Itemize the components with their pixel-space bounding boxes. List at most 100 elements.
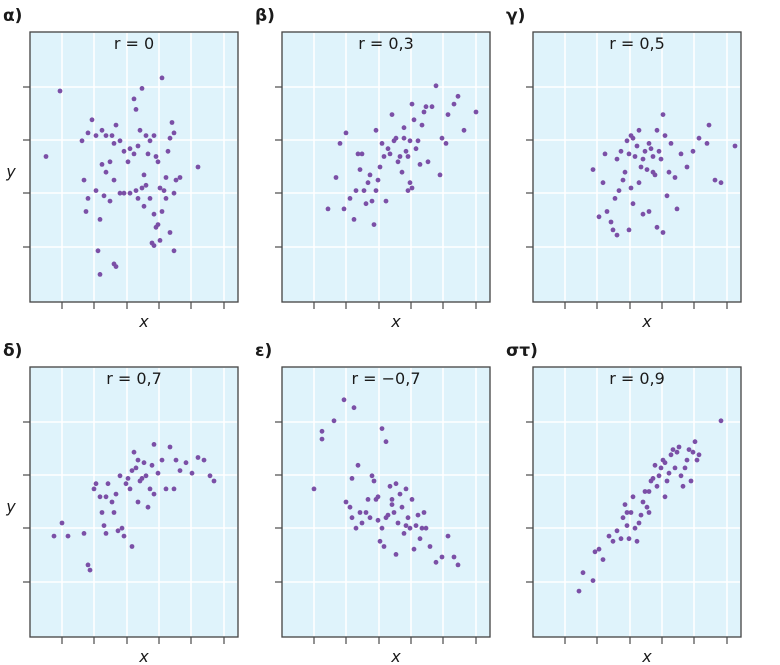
data-point (147, 138, 153, 144)
data-point (87, 567, 93, 573)
data-point (399, 504, 405, 510)
data-point (403, 148, 409, 154)
data-point (622, 169, 628, 175)
data-point (99, 510, 105, 515)
y-axis-label: y (5, 162, 16, 181)
data-point (103, 169, 109, 175)
data-point (660, 230, 666, 235)
plot-area (281, 366, 491, 638)
data-point (654, 483, 660, 489)
data-point (684, 457, 690, 463)
data-point (403, 523, 409, 528)
data-point (97, 217, 103, 222)
scatter-panel-6: στ) r = 0,9 x (506, 341, 742, 665)
data-point (173, 177, 179, 183)
correlation-title: r = 0,5 (609, 34, 665, 53)
data-point (389, 112, 395, 117)
data-point (375, 517, 381, 523)
data-point (333, 175, 339, 180)
data-point (632, 525, 638, 531)
data-point (139, 86, 145, 91)
scatter-panel-4: δ) r = 0,7 x y (3, 341, 239, 665)
data-point (606, 533, 612, 539)
data-point (662, 494, 668, 500)
data-point (111, 141, 117, 146)
data-point (403, 486, 409, 492)
data-point (167, 135, 173, 141)
data-point (381, 544, 387, 549)
data-point (614, 232, 620, 238)
data-point (311, 486, 317, 492)
data-point (159, 75, 165, 81)
data-point (167, 230, 173, 235)
data-point (644, 504, 650, 510)
data-point (153, 224, 159, 230)
data-point (135, 499, 141, 505)
data-point (596, 546, 602, 552)
data-point (640, 499, 646, 505)
data-point (143, 133, 149, 139)
data-point (618, 148, 624, 154)
data-point (658, 465, 664, 471)
panel-label: δ) (3, 341, 22, 361)
data-point (616, 188, 622, 194)
data-point (425, 159, 431, 165)
data-point (670, 447, 676, 452)
correlation-title: r = 0,3 (358, 34, 414, 53)
data-point (353, 188, 359, 194)
data-point (159, 457, 165, 463)
data-point (656, 473, 662, 479)
data-point (636, 180, 642, 186)
plot-area (532, 366, 742, 638)
data-point (612, 196, 618, 201)
data-point (652, 462, 658, 468)
data-point (704, 141, 710, 146)
data-point (411, 546, 417, 552)
data-point (147, 196, 153, 201)
data-point (427, 544, 433, 549)
data-point (195, 455, 201, 460)
data-point (405, 154, 411, 159)
data-point (419, 525, 425, 531)
data-point (718, 418, 724, 424)
data-point (401, 531, 407, 536)
data-point (123, 481, 129, 487)
data-point (642, 489, 648, 494)
data-point (383, 198, 389, 204)
data-point (103, 494, 109, 500)
data-point (405, 188, 411, 194)
data-point (614, 156, 620, 162)
data-point (417, 536, 423, 542)
data-point (654, 224, 660, 230)
data-point (361, 188, 367, 194)
data-point (377, 164, 383, 170)
data-point (171, 248, 177, 254)
data-point (79, 138, 85, 144)
data-point (393, 552, 399, 557)
data-point (151, 491, 157, 497)
data-point (131, 449, 137, 455)
data-point (103, 133, 109, 139)
data-point (169, 120, 175, 125)
correlation-title: r = 0,7 (106, 369, 162, 388)
data-point (151, 442, 157, 447)
data-point (173, 457, 179, 463)
data-point (676, 444, 682, 450)
data-point (319, 428, 325, 434)
panel-label: στ) (506, 341, 538, 361)
data-point (399, 169, 405, 175)
data-point (113, 122, 119, 128)
data-point (640, 211, 646, 217)
data-point (369, 198, 375, 204)
data-point (696, 135, 702, 141)
data-point (161, 188, 167, 194)
data-point (357, 510, 363, 515)
x-axis-label: x (390, 647, 401, 665)
data-point (624, 523, 630, 528)
data-point (43, 154, 49, 159)
scatter-panel-5: ε) r = −0,7 x (255, 341, 491, 665)
data-point (165, 148, 171, 154)
data-point (417, 162, 423, 167)
data-point (127, 146, 133, 152)
data-point (656, 148, 662, 154)
